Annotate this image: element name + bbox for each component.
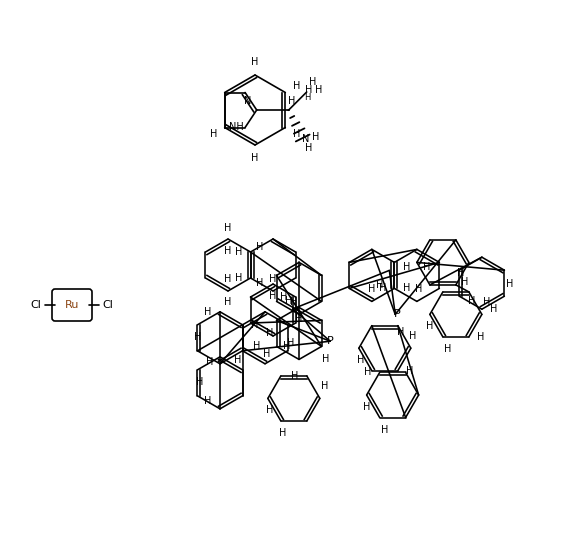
Text: Cl: Cl [30, 300, 42, 310]
Text: H: H [207, 357, 214, 367]
Text: H: H [457, 268, 464, 278]
Text: H: H [224, 246, 232, 256]
Text: H: H [266, 328, 274, 338]
Text: H: H [378, 283, 386, 293]
Text: P: P [394, 310, 401, 320]
Text: H: H [402, 262, 410, 272]
Text: H: H [194, 332, 201, 342]
Text: H: H [322, 354, 329, 364]
Text: H: H [415, 284, 422, 294]
Text: H: H [196, 377, 203, 387]
Text: H: H [376, 281, 384, 290]
Text: H: H [357, 355, 364, 365]
Text: H: H [444, 344, 452, 354]
Text: H: H [266, 405, 274, 416]
Text: H: H [364, 367, 371, 378]
Text: H: H [291, 371, 298, 381]
Text: H: H [256, 278, 264, 289]
Text: H: H [490, 304, 498, 314]
Text: H: H [256, 242, 264, 251]
Text: H: H [293, 129, 300, 139]
Text: H: H [252, 57, 259, 67]
Text: H: H [290, 298, 298, 307]
Text: H: H [293, 81, 300, 91]
Text: H: H [235, 273, 242, 283]
Text: H: H [234, 355, 241, 365]
Text: H: H [252, 153, 259, 163]
Text: H: H [269, 274, 277, 284]
Text: H: H [460, 277, 468, 287]
Text: H: H [283, 341, 290, 351]
Text: H: H [315, 85, 322, 95]
Text: H: H [253, 341, 261, 351]
Text: H: H [288, 96, 295, 106]
Text: Ru: Ru [65, 300, 79, 310]
Text: H: H [477, 332, 484, 342]
Text: H: H [224, 274, 232, 284]
Text: H: H [224, 223, 232, 233]
Text: H: H [423, 262, 431, 272]
Text: H: H [251, 320, 258, 330]
Text: H: H [402, 283, 410, 293]
Text: H: H [305, 85, 312, 95]
Text: H: H [263, 349, 271, 359]
Text: H: H [505, 279, 513, 289]
Text: H: H [381, 424, 388, 434]
Text: H: H [204, 307, 212, 317]
Text: H: H [321, 382, 329, 391]
Text: H: H [312, 132, 319, 142]
Text: H: H [305, 143, 312, 153]
Text: H: H [397, 327, 404, 338]
Text: H: H [295, 315, 302, 324]
Text: H: H [204, 396, 211, 406]
Text: H: H [224, 297, 232, 307]
Text: H: H [269, 291, 277, 301]
Text: H: H [467, 296, 475, 306]
Text: H: H [483, 298, 491, 307]
Text: H: H [363, 402, 370, 412]
Text: H: H [279, 428, 287, 438]
Text: P: P [327, 336, 333, 346]
Text: H: H [406, 366, 414, 376]
Text: H: H [287, 338, 295, 349]
FancyBboxPatch shape [52, 289, 92, 321]
Text: H: H [210, 129, 217, 139]
Text: H: H [280, 292, 287, 302]
Text: H: H [305, 92, 311, 102]
Text: N: N [245, 97, 252, 107]
Text: H: H [285, 296, 292, 306]
Text: N: N [302, 134, 309, 144]
Text: H: H [409, 331, 417, 341]
Text: H: H [235, 247, 242, 257]
Text: Cl: Cl [102, 300, 113, 310]
Text: NH: NH [229, 121, 243, 132]
Text: H: H [368, 284, 376, 294]
Text: H: H [426, 321, 433, 332]
Text: H: H [309, 77, 316, 87]
